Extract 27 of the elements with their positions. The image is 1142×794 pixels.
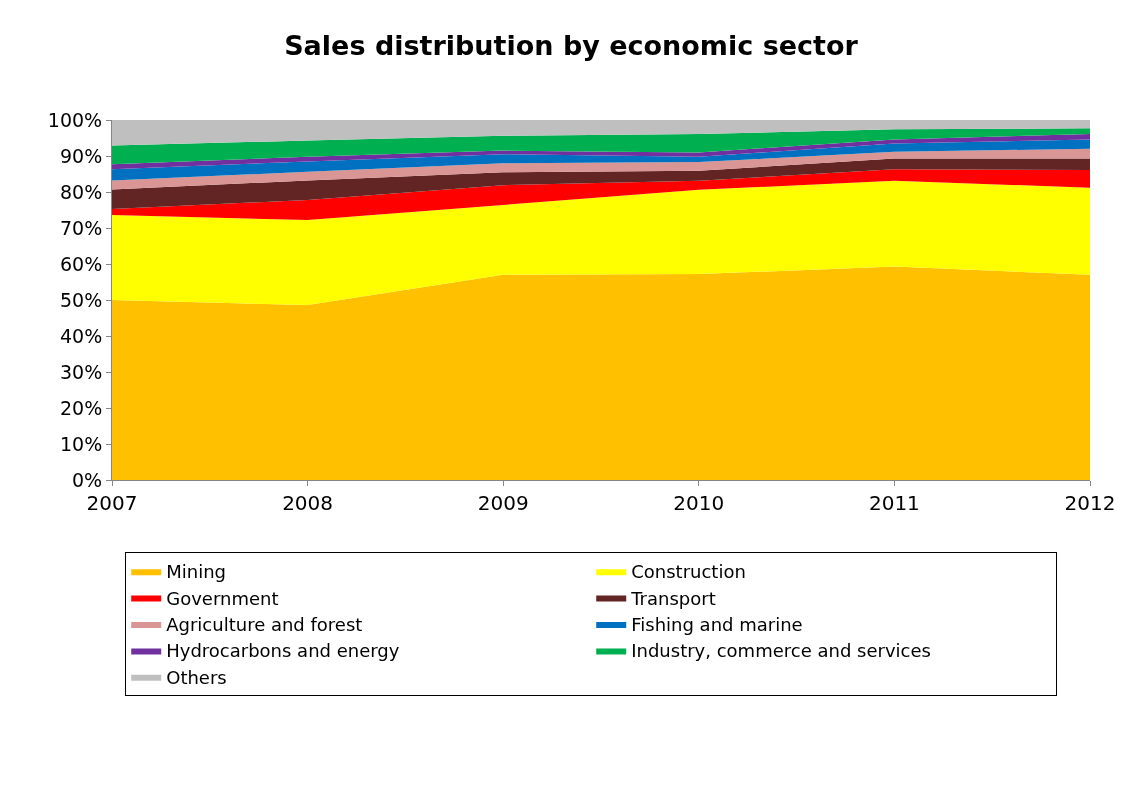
y-tick-label: 20% (59, 396, 103, 419)
x-tick-label: 2011 (868, 491, 920, 515)
x-tick-label: 2009 (477, 491, 529, 515)
legend-label: Transport (630, 587, 716, 609)
legend-label: Construction (631, 561, 746, 583)
y-tick-label: 90% (59, 144, 103, 167)
legend-label: Others (166, 666, 227, 688)
y-tick-label: 100% (47, 108, 103, 131)
y-tick-label: 60% (59, 252, 103, 275)
legend-label: Mining (166, 561, 226, 583)
y-tick-label: 50% (59, 288, 103, 311)
x-tick-label: 2010 (673, 491, 725, 515)
legend-label: Agriculture and forest (166, 614, 363, 636)
y-tick-label: 0% (72, 468, 103, 491)
chart-title: Sales distribution by economic sector (284, 29, 859, 61)
y-tick-label: 10% (59, 432, 103, 455)
y-tick-label: 40% (59, 324, 103, 347)
legend-label: Industry, commerce and services (631, 640, 931, 662)
y-tick-label: 80% (59, 180, 103, 203)
legend-label: Fishing and marine (631, 614, 803, 636)
x-tick-label: 2007 (86, 491, 138, 515)
legend-label: Hydrocarbons and energy (166, 640, 400, 662)
x-tick-label: 2012 (1064, 491, 1116, 515)
legend-label: Government (166, 587, 279, 609)
y-tick-label: 70% (59, 216, 103, 239)
y-tick-label: 30% (59, 360, 103, 383)
x-tick-label: 2008 (282, 491, 334, 515)
